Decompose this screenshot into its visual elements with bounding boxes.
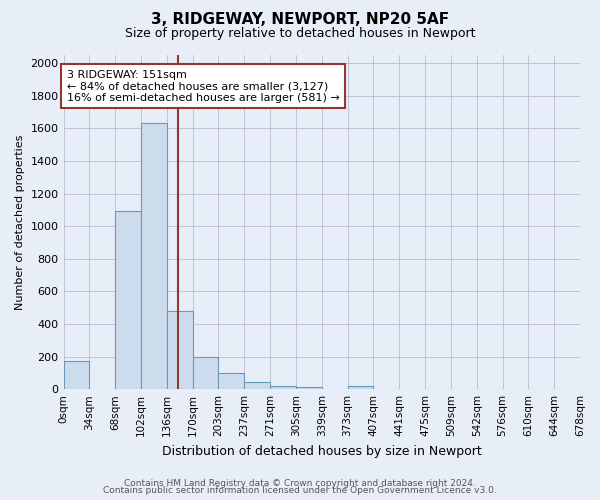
Bar [218,373,244,389]
Bar [64,362,89,389]
Text: Contains HM Land Registry data © Crown copyright and database right 2024.: Contains HM Land Registry data © Crown c… [124,478,476,488]
Bar [347,386,373,389]
Bar [270,386,296,389]
Bar [115,212,141,389]
Text: 3 RIDGEWAY: 151sqm
← 84% of detached houses are smaller (3,127)
16% of semi-deta: 3 RIDGEWAY: 151sqm ← 84% of detached hou… [67,70,340,103]
Bar [244,382,270,389]
Y-axis label: Number of detached properties: Number of detached properties [15,134,25,310]
Bar [141,124,167,389]
Text: Contains public sector information licensed under the Open Government Licence v3: Contains public sector information licen… [103,486,497,495]
X-axis label: Distribution of detached houses by size in Newport: Distribution of detached houses by size … [162,444,482,458]
Bar [167,311,193,389]
Text: Size of property relative to detached houses in Newport: Size of property relative to detached ho… [125,28,475,40]
Bar [296,387,322,389]
Text: 3, RIDGEWAY, NEWPORT, NP20 5AF: 3, RIDGEWAY, NEWPORT, NP20 5AF [151,12,449,28]
Bar [193,356,218,389]
